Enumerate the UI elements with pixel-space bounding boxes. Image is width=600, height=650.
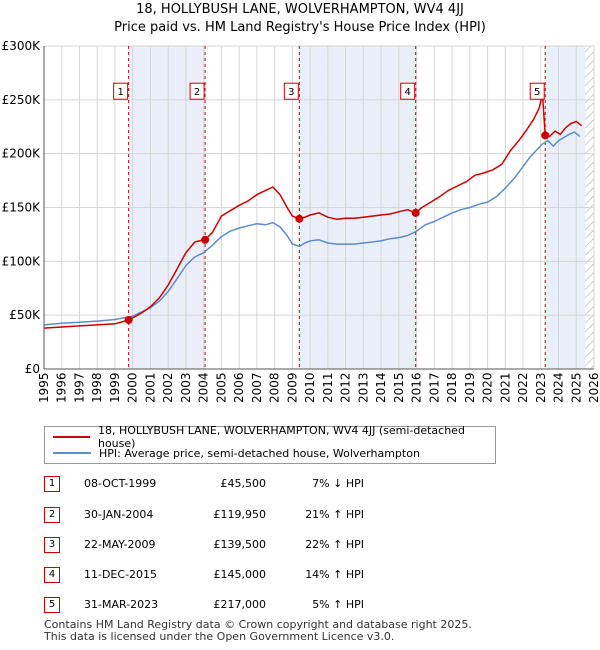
sale-number: 1 xyxy=(44,476,60,492)
x-tick-label: 2021 xyxy=(498,372,512,403)
sale-hpi-diff: 7% ↓ HPI xyxy=(294,477,364,490)
x-tick-label: 2023 xyxy=(534,372,548,403)
x-tick-label: 2014 xyxy=(374,372,388,403)
sale-point xyxy=(125,316,133,324)
sale-date: 31-MAR-2023 xyxy=(84,598,194,611)
x-tick-label: 2018 xyxy=(445,372,459,403)
sale-hpi-diff: 21% ↑ HPI xyxy=(294,508,364,521)
legend-hpi-label: HPI: Average price, semi-detached house,… xyxy=(99,447,420,460)
x-tick-label: 2004 xyxy=(197,372,211,403)
x-tick-label: 2003 xyxy=(179,372,193,403)
x-tick-label: 2009 xyxy=(285,372,299,403)
y-tick-label: £50K xyxy=(9,308,41,322)
x-tick-label: 2007 xyxy=(250,372,264,403)
footer-licence: This data is licensed under the Open Gov… xyxy=(44,631,472,643)
sale-number: 5 xyxy=(44,597,60,613)
x-tick-label: 1999 xyxy=(108,372,122,403)
x-tick-label: 2010 xyxy=(303,372,317,403)
x-tick-label: 1996 xyxy=(55,372,69,403)
sale-hpi-diff: 22% ↑ HPI xyxy=(294,538,364,551)
x-tick-label: 2005 xyxy=(214,372,228,403)
footer-notice: Contains HM Land Registry data © Crown c… xyxy=(44,619,472,643)
y-tick-label: £150K xyxy=(2,201,42,215)
x-tick-label: 2022 xyxy=(516,372,530,403)
x-tick-label: 2015 xyxy=(392,372,406,403)
sale-marker-label: 3 xyxy=(288,87,294,98)
x-tick-label: 2002 xyxy=(161,372,175,403)
sale-marker-label: 5 xyxy=(534,87,540,98)
sale-point xyxy=(201,236,209,244)
x-tick-label: 1998 xyxy=(90,372,104,403)
sale-date: 30-JAN-2004 xyxy=(84,508,194,521)
x-tick-label: 2001 xyxy=(143,372,157,403)
x-tick-label: 2016 xyxy=(410,372,424,403)
y-tick-label: £100K xyxy=(2,254,42,268)
x-tick-label: 1995 xyxy=(37,372,51,403)
sale-number: 3 xyxy=(44,537,60,553)
sale-marker-label: 1 xyxy=(117,87,123,98)
sale-price: £217,000 xyxy=(194,598,266,611)
sale-price: £145,000 xyxy=(194,568,266,581)
sale-marker-label: 4 xyxy=(405,87,411,98)
x-tick-label: 2006 xyxy=(232,372,246,403)
legend-property-swatch xyxy=(53,436,90,438)
x-tick-label: 2020 xyxy=(481,372,495,403)
y-tick-label: £200K xyxy=(2,147,42,161)
chart-legend: 18, HOLLYBUSH LANE, WOLVERHAMPTON, WV4 4… xyxy=(44,426,496,464)
sale-point xyxy=(295,215,303,223)
sale-price: £119,950 xyxy=(194,508,266,521)
sale-marker-label: 2 xyxy=(194,87,200,98)
legend-hpi-swatch xyxy=(53,452,91,454)
sale-hpi-diff: 14% ↑ HPI xyxy=(294,568,364,581)
sale-point xyxy=(412,209,420,217)
sale-point xyxy=(541,131,549,139)
x-tick-label: 2017 xyxy=(427,372,441,403)
sale-price: £45,500 xyxy=(194,477,266,490)
legend-property: 18, HOLLYBUSH LANE, WOLVERHAMPTON, WV4 4… xyxy=(53,429,495,445)
x-tick-label: 2008 xyxy=(268,372,282,403)
x-tick-label: 2026 xyxy=(587,372,600,403)
sale-date: 08-OCT-1999 xyxy=(84,477,194,490)
x-tick-label: 2012 xyxy=(339,372,353,403)
sale-number: 2 xyxy=(44,507,60,523)
x-tick-label: 2013 xyxy=(356,372,370,403)
sale-number: 4 xyxy=(44,567,60,583)
y-tick-label: £250K xyxy=(2,93,42,107)
y-tick-label: £300K xyxy=(2,39,42,53)
sale-hpi-diff: 5% ↑ HPI xyxy=(294,598,364,611)
sale-date: 22-MAY-2009 xyxy=(84,538,194,551)
x-tick-label: 2024 xyxy=(552,372,566,403)
x-tick-label: 2019 xyxy=(463,372,477,403)
x-tick-label: 2000 xyxy=(126,372,140,403)
x-tick-label: 1997 xyxy=(72,372,86,403)
sale-date: 11-DEC-2015 xyxy=(84,568,194,581)
x-tick-label: 2011 xyxy=(321,372,335,403)
sale-price: £139,500 xyxy=(194,538,266,551)
legend-hpi: HPI: Average price, semi-detached house,… xyxy=(53,445,420,461)
x-tick-label: 2025 xyxy=(569,372,583,403)
